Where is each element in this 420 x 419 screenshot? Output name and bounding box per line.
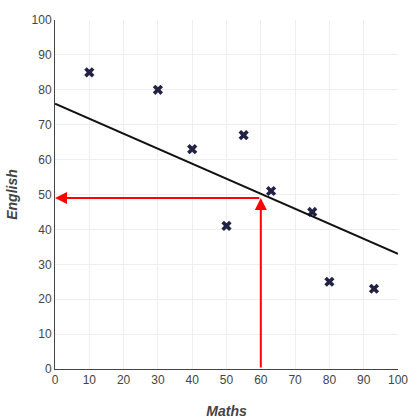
svg-text:60: 60 [254, 373, 268, 387]
svg-text:80: 80 [323, 373, 337, 387]
svg-text:10: 10 [83, 373, 97, 387]
svg-text:10: 10 [38, 327, 52, 341]
svg-text:0: 0 [45, 362, 52, 376]
svg-text:100: 100 [32, 13, 52, 27]
svg-text:50: 50 [220, 373, 234, 387]
svg-text:70: 70 [38, 118, 52, 132]
svg-text:60: 60 [38, 153, 52, 167]
svg-text:30: 30 [151, 373, 165, 387]
svg-text:20: 20 [38, 292, 52, 306]
svg-text:20: 20 [117, 373, 131, 387]
svg-text:50: 50 [38, 188, 52, 202]
svg-text:0: 0 [52, 373, 59, 387]
svg-text:40: 40 [186, 373, 200, 387]
svg-text:80: 80 [38, 83, 52, 97]
svg-text:90: 90 [357, 373, 371, 387]
svg-text:90: 90 [38, 48, 52, 62]
svg-text:40: 40 [38, 223, 52, 237]
svg-text:70: 70 [288, 373, 302, 387]
svg-text:100: 100 [388, 373, 408, 387]
svg-text:Maths: Maths [206, 403, 247, 419]
svg-text:30: 30 [38, 258, 52, 272]
svg-text:English: English [4, 169, 20, 220]
